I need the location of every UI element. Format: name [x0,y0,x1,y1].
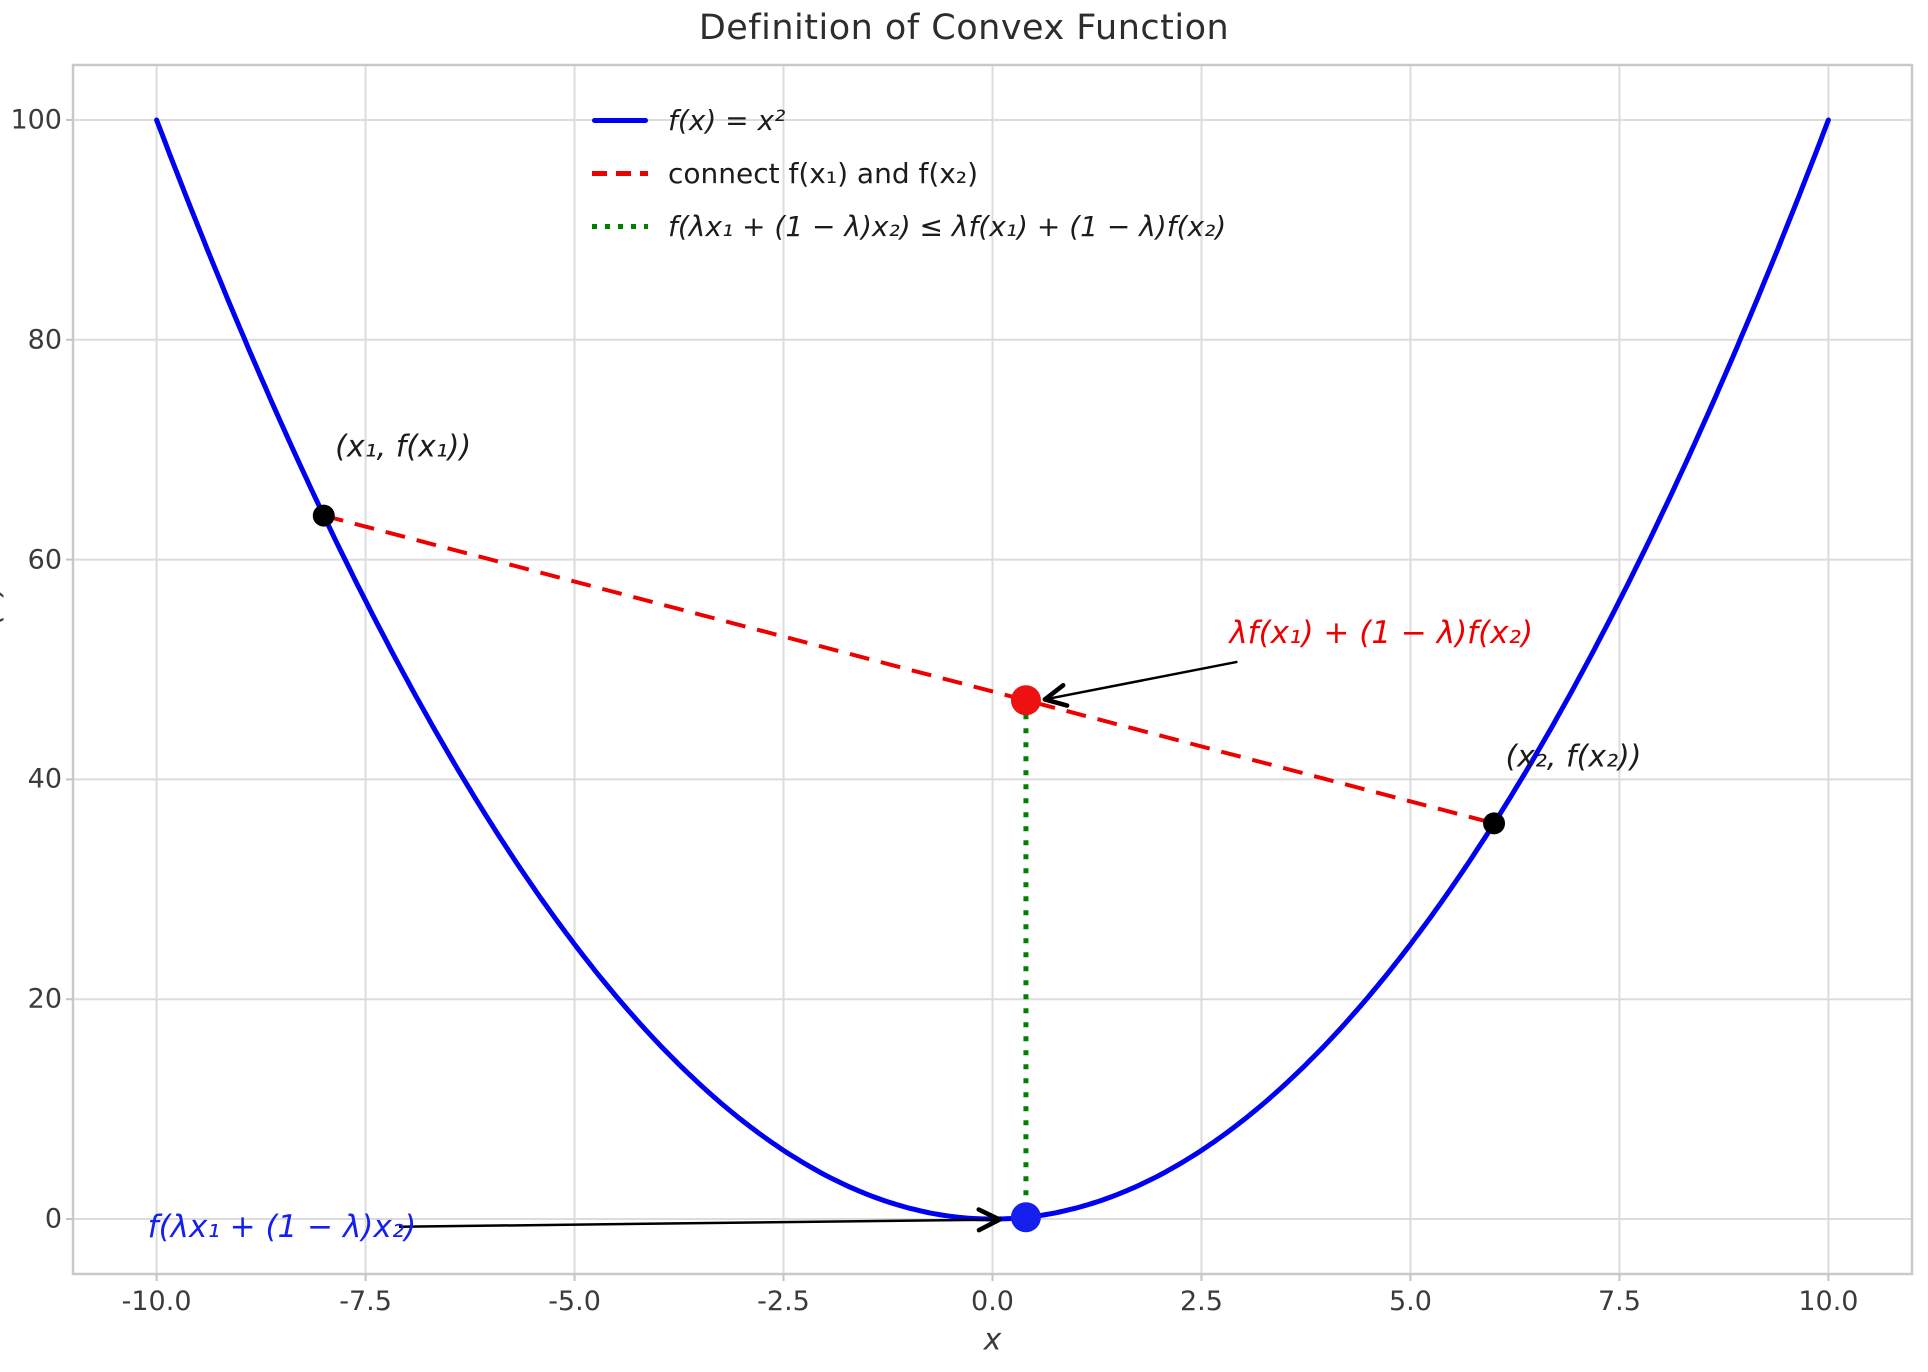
x-tick-label: -7.5 [339,1286,392,1317]
legend-line-sample-dashed [592,170,648,176]
x-tick-label: 0.0 [971,1286,1014,1317]
legend-line-sample-dotted [592,223,648,229]
chord-value-annotation: λf(x₁) + (1 − λ)f(x₂) [1229,615,1534,652]
x-tick-label: -10.0 [121,1286,192,1317]
legend-line-sample-solid [592,117,648,123]
x-tick-label: 7.5 [1597,1286,1641,1317]
y-axis-label: f(x) [0,584,8,636]
point-x2 [1483,812,1506,835]
y-tick-label: 40 [27,763,62,795]
y-tick-label: 100 [10,104,62,136]
legend-item: f(x) = x² [592,99,1226,141]
annotation-arrow [1042,660,1238,708]
point-x2-label: (x₂, f(x₂)) [1505,739,1642,775]
y-tick-label: 80 [27,324,62,356]
data-points [312,504,1506,1233]
y-tick-label: 20 [27,983,62,1015]
x-tick-label: 5.0 [1388,1286,1432,1317]
point-x1 [312,504,335,527]
legend-item-label: connect f(x₁) and f(x₂) [668,156,978,190]
x-tick-label: 2.5 [1179,1286,1223,1317]
tick-marks [66,118,1830,1281]
annotation-arrows [398,660,1238,1233]
x-tick-label: -2.5 [757,1286,810,1317]
legend-item: f(λx₁ + (1 − λ)x₂) ≤ λf(x₁) + (1 − λ)f(x… [592,205,1226,247]
point-function-mix [1010,1202,1041,1233]
x-axis-label: x [983,1322,1002,1358]
legend-item-label: f(x) = x² [668,103,786,137]
chord-dashed-line [323,513,1495,826]
point-x1-label: (x₁, f(x₁)) [335,429,472,465]
y-tick-label: 60 [27,544,62,576]
legend-item: connect f(x₁) and f(x₂) [592,152,1226,194]
legend: f(x) = x² connect f(x₁) and f(x₂) f(λx₁ + … [592,99,1226,258]
y-tick-label: 0 [44,1203,62,1235]
point-chord-mix [1010,685,1041,716]
chart-title: Definition of Convex Function [698,8,1230,48]
function-value-annotation: f(λx₁ + (1 − λ)x₂) [147,1208,417,1245]
annotation-arrow [398,1207,1002,1233]
legend-item-label: f(λx₁ + (1 − λ)x₂) ≤ λf(x₁) + (1 − λ)f(x… [668,209,1227,243]
x-tick-label: -5.0 [548,1286,601,1317]
x-tick-label: 10.0 [1798,1286,1859,1317]
